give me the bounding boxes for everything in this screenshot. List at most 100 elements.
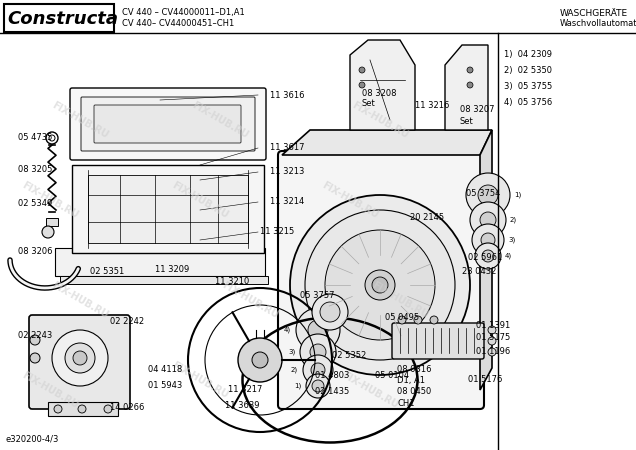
Circle shape <box>472 224 504 256</box>
Circle shape <box>30 353 40 363</box>
Text: 05 4735: 05 4735 <box>18 134 52 143</box>
Text: FIX-HUB.RU: FIX-HUB.RU <box>20 180 80 220</box>
Text: 3): 3) <box>508 237 515 243</box>
Polygon shape <box>480 130 492 390</box>
FancyBboxPatch shape <box>72 165 264 253</box>
Circle shape <box>312 294 348 330</box>
Text: WASCHGERÄTE: WASCHGERÄTE <box>560 9 628 18</box>
Text: 01 4803: 01 4803 <box>315 370 349 379</box>
Text: 11 3210: 11 3210 <box>215 278 249 287</box>
Text: 11 3639: 11 3639 <box>225 401 259 410</box>
Text: 1): 1) <box>294 383 301 389</box>
Text: FIX-HUB.RU: FIX-HUB.RU <box>170 180 230 220</box>
Circle shape <box>480 212 496 228</box>
Circle shape <box>475 243 501 269</box>
FancyBboxPatch shape <box>46 218 58 226</box>
Text: 4): 4) <box>284 327 291 333</box>
Circle shape <box>488 348 496 356</box>
Text: 08 3207: 08 3207 <box>460 105 495 114</box>
Text: 1): 1) <box>514 192 522 198</box>
Text: 11 3213: 11 3213 <box>270 167 305 176</box>
Text: 11 3616: 11 3616 <box>270 90 305 99</box>
Text: Set: Set <box>362 99 376 108</box>
Text: 02 5352: 02 5352 <box>332 351 366 360</box>
Circle shape <box>238 338 282 382</box>
Polygon shape <box>445 45 488 130</box>
Circle shape <box>312 380 324 392</box>
Text: 01 5176: 01 5176 <box>468 375 502 384</box>
Text: CV 440 – CV44000011–D1,A1: CV 440 – CV44000011–D1,A1 <box>122 9 245 18</box>
FancyBboxPatch shape <box>29 315 130 409</box>
Text: CH1: CH1 <box>397 399 415 408</box>
Text: 02 2243: 02 2243 <box>18 330 52 339</box>
Circle shape <box>306 374 330 398</box>
Text: FIX-HUB.RU: FIX-HUB.RU <box>340 370 400 410</box>
Circle shape <box>305 210 455 360</box>
Circle shape <box>481 233 495 247</box>
Text: FIX-HUB.RU: FIX-HUB.RU <box>170 360 230 400</box>
Circle shape <box>359 67 365 73</box>
Text: FIX-HUB.RU: FIX-HUB.RU <box>50 280 110 320</box>
Text: FIX-HUB.RU: FIX-HUB.RU <box>220 280 280 320</box>
Text: FIX-HUB.RU: FIX-HUB.RU <box>370 280 430 320</box>
FancyBboxPatch shape <box>94 105 241 143</box>
Text: 08 3206: 08 3206 <box>18 248 53 256</box>
Text: 01 1391: 01 1391 <box>476 320 510 329</box>
Text: 11 3617: 11 3617 <box>270 144 305 153</box>
Circle shape <box>310 344 326 360</box>
Text: 05 0104: 05 0104 <box>375 370 409 379</box>
Text: 02 5961: 02 5961 <box>468 252 502 261</box>
Circle shape <box>430 316 438 324</box>
Text: 11 3216: 11 3216 <box>415 100 450 109</box>
Text: 1)  04 2309
2)  02 5350
3)  05 3755
4)  05 3756: 1) 04 2309 2) 02 5350 3) 05 3755 4) 05 3… <box>504 50 552 107</box>
Circle shape <box>467 67 473 73</box>
Circle shape <box>42 226 54 238</box>
Text: 4): 4) <box>505 253 512 259</box>
Circle shape <box>290 195 470 375</box>
Circle shape <box>300 334 336 370</box>
Text: 11 3209: 11 3209 <box>155 266 190 274</box>
Text: CV 440– CV44000451–CH1: CV 440– CV44000451–CH1 <box>122 18 234 27</box>
Circle shape <box>325 230 435 340</box>
Circle shape <box>414 316 422 324</box>
Text: 02 1435: 02 1435 <box>315 387 349 396</box>
Circle shape <box>54 405 62 413</box>
Circle shape <box>488 326 496 334</box>
Text: 05 3757: 05 3757 <box>300 291 335 300</box>
Circle shape <box>372 277 388 293</box>
Polygon shape <box>282 130 492 155</box>
Text: Set: Set <box>460 117 474 126</box>
Text: 11 3215: 11 3215 <box>260 228 294 237</box>
FancyBboxPatch shape <box>88 175 248 243</box>
Circle shape <box>52 330 108 386</box>
Text: FIX-HUB.RU: FIX-HUB.RU <box>350 100 410 140</box>
Text: 20 2145: 20 2145 <box>410 213 444 222</box>
Circle shape <box>303 355 333 385</box>
Text: 2): 2) <box>510 217 517 223</box>
Circle shape <box>320 302 340 322</box>
Text: 02 5351: 02 5351 <box>90 267 124 276</box>
Circle shape <box>296 308 340 352</box>
Text: 01 1196: 01 1196 <box>476 347 510 356</box>
Circle shape <box>78 405 86 413</box>
Text: 14 0266: 14 0266 <box>110 404 144 413</box>
Text: 08 3208: 08 3208 <box>362 89 396 98</box>
Circle shape <box>308 320 328 340</box>
Text: FIX-HUB.RU: FIX-HUB.RU <box>320 180 380 220</box>
Text: Waschvollautomaten: Waschvollautomaten <box>560 18 636 27</box>
Text: 08 0316: 08 0316 <box>397 365 431 374</box>
Text: e320200-4/3: e320200-4/3 <box>5 434 59 443</box>
FancyBboxPatch shape <box>392 323 484 359</box>
Circle shape <box>359 82 365 88</box>
Text: FIX-HUB.RU: FIX-HUB.RU <box>190 100 250 140</box>
FancyBboxPatch shape <box>48 402 118 416</box>
FancyBboxPatch shape <box>81 97 255 151</box>
Text: 02 5349: 02 5349 <box>18 199 52 208</box>
Text: 05 0495: 05 0495 <box>385 314 419 323</box>
Circle shape <box>65 343 95 373</box>
Circle shape <box>470 202 506 238</box>
Text: 11 3217: 11 3217 <box>228 386 263 395</box>
Text: 02 2242: 02 2242 <box>110 318 144 327</box>
Text: FIX-HUB.RU: FIX-HUB.RU <box>50 100 110 140</box>
Text: 23 0432: 23 0432 <box>462 267 496 276</box>
